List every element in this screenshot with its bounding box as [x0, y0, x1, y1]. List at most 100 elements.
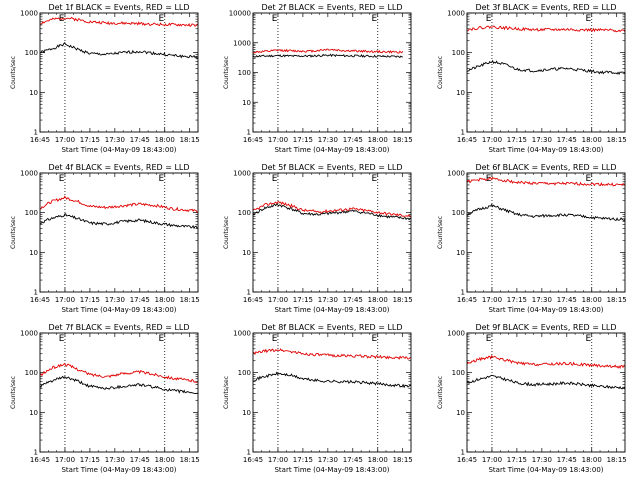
- x-axis-label: Start Time (04-May-09 18:43:00): [274, 146, 389, 154]
- events-series-line: [39, 375, 199, 395]
- x-tick-label: 17:15: [507, 456, 527, 464]
- y-axis-label: Counts/sec: [223, 216, 230, 249]
- plot-frame: [466, 12, 626, 133]
- detector-panel-5: Det 5f BLACK = Events, RED = LLD Counts/s…: [223, 163, 413, 314]
- y-tick-label: 1000: [447, 330, 465, 338]
- plot-frame: [252, 12, 412, 133]
- events-series-line: [252, 53, 403, 59]
- detector-panel-6: Det 6f BLACK = Events, RED = LLD Counts/s…: [437, 163, 627, 314]
- x-axis-label: Start Time (04-May-09 18:43:00): [488, 466, 603, 474]
- x-tick-label: 17:45: [557, 296, 577, 304]
- plot-frame: [39, 172, 199, 293]
- x-tick-label: 17:30: [318, 136, 338, 144]
- y-tick-label: 1: [247, 449, 251, 457]
- panel-title: Det 1f BLACK = Events, RED = LLD: [48, 3, 189, 12]
- plot-frame: [466, 332, 626, 453]
- event-marker-label: E: [586, 14, 592, 24]
- y-tick-label: 1000: [20, 10, 38, 18]
- x-tick-label: 16:45: [30, 296, 50, 304]
- x-axis-label: Start Time (04-May-09 18:43:00): [488, 306, 603, 314]
- y-axis-label: Counts/sec: [437, 376, 444, 409]
- detector-panel-3: Det 3f BLACK = Events, RED = LLD Counts/s…: [437, 3, 627, 154]
- event-marker-label: E: [159, 174, 165, 184]
- y-tick-label: 10: [29, 409, 38, 417]
- event-marker-label: E: [586, 334, 592, 344]
- x-tick-label: 17:00: [268, 456, 288, 464]
- x-tick-label: 17:00: [55, 136, 75, 144]
- x-tick-label: 17:45: [343, 296, 363, 304]
- x-tick-label: 18:00: [582, 456, 602, 464]
- y-tick-label: 100: [25, 369, 38, 377]
- x-axis-label: Start Time (04-May-09 18:43:00): [274, 306, 389, 314]
- x-tick-label: 17:30: [105, 456, 125, 464]
- y-tick-label: 10: [242, 249, 251, 257]
- x-tick-label: 17:30: [105, 296, 125, 304]
- panel-title: Det 2f BLACK = Events, RED = LLD: [261, 3, 402, 12]
- plot-frame: [39, 12, 199, 133]
- x-tick-label: 18:00: [155, 136, 175, 144]
- y-axis-label: Counts/sec: [223, 376, 230, 409]
- x-tick-label: 17:15: [80, 136, 100, 144]
- event-marker-label: E: [159, 334, 165, 344]
- event-marker-label: E: [372, 334, 378, 344]
- lld-series-line: [467, 25, 626, 33]
- panel-title: Det 3f BLACK = Events, RED = LLD: [475, 3, 616, 12]
- x-tick-label: 17:45: [557, 136, 577, 144]
- x-tick-label: 17:00: [482, 456, 502, 464]
- y-tick-label: 100: [238, 209, 251, 217]
- x-tick-label: 16:45: [30, 136, 50, 144]
- panel-title: Det 6f BLACK = Events, RED = LLD: [475, 163, 616, 172]
- event-marker-label: E: [372, 174, 378, 184]
- event-marker-label: E: [272, 14, 278, 24]
- detector-panel-9: Det 9f BLACK = Events, RED = LLD Counts/s…: [437, 323, 627, 474]
- event-marker-label: E: [486, 14, 492, 24]
- event-marker-label: E: [586, 174, 592, 184]
- x-tick-label: 17:15: [507, 136, 527, 144]
- y-tick-label: 10: [456, 89, 465, 97]
- events-series-line: [466, 203, 626, 222]
- y-tick-label: 1000: [233, 170, 251, 178]
- x-tick-label: 18:00: [368, 136, 388, 144]
- x-tick-label: 18:15: [180, 296, 200, 304]
- x-tick-label: 17:30: [532, 296, 552, 304]
- lld-series-line: [39, 16, 199, 28]
- y-tick-label: 1: [247, 289, 251, 297]
- x-tick-label: 17:15: [293, 456, 313, 464]
- event-marker-label: E: [272, 334, 278, 344]
- lld-series-line: [39, 195, 199, 213]
- x-tick-label: 17:30: [532, 456, 552, 464]
- x-tick-label: 17:15: [293, 296, 313, 304]
- x-tick-label: 18:15: [607, 136, 627, 144]
- y-tick-label: 10: [456, 409, 465, 417]
- lld-series-line: [39, 362, 199, 383]
- x-tick-label: 16:45: [457, 456, 477, 464]
- x-tick-label: 17:30: [532, 136, 552, 144]
- y-tick-label: 1000: [233, 39, 251, 47]
- y-axis-label: Counts/sec: [223, 56, 230, 89]
- event-marker-label: E: [486, 334, 492, 344]
- y-tick-label: 100: [452, 49, 465, 57]
- x-tick-label: 18:00: [368, 296, 388, 304]
- x-tick-label: 18:15: [393, 456, 413, 464]
- x-tick-label: 18:00: [582, 296, 602, 304]
- x-tick-label: 18:15: [607, 456, 627, 464]
- plot-frame: [252, 172, 412, 293]
- detector-panel-4: Det 4f BLACK = Events, RED = LLD Counts/s…: [10, 163, 200, 314]
- x-axis-label: Start Time (04-May-09 18:43:00): [61, 466, 176, 474]
- lld-series-line: [252, 348, 412, 360]
- y-tick-label: 10: [29, 249, 38, 257]
- x-tick-label: 17:30: [318, 456, 338, 464]
- x-tick-label: 17:00: [55, 456, 75, 464]
- x-tick-label: 18:00: [368, 456, 388, 464]
- x-tick-label: 17:00: [482, 296, 502, 304]
- x-tick-label: 18:15: [393, 136, 413, 144]
- event-marker-label: E: [159, 14, 165, 24]
- x-tick-label: 18:15: [180, 136, 200, 144]
- event-marker-label: E: [59, 334, 65, 344]
- x-tick-label: 17:00: [268, 136, 288, 144]
- lld-series-line: [252, 48, 404, 54]
- x-tick-label: 17:15: [80, 456, 100, 464]
- y-tick-label: 10: [456, 249, 465, 257]
- x-axis-label: Start Time (04-May-09 18:43:00): [61, 306, 176, 314]
- y-axis-label: Counts/sec: [10, 216, 17, 249]
